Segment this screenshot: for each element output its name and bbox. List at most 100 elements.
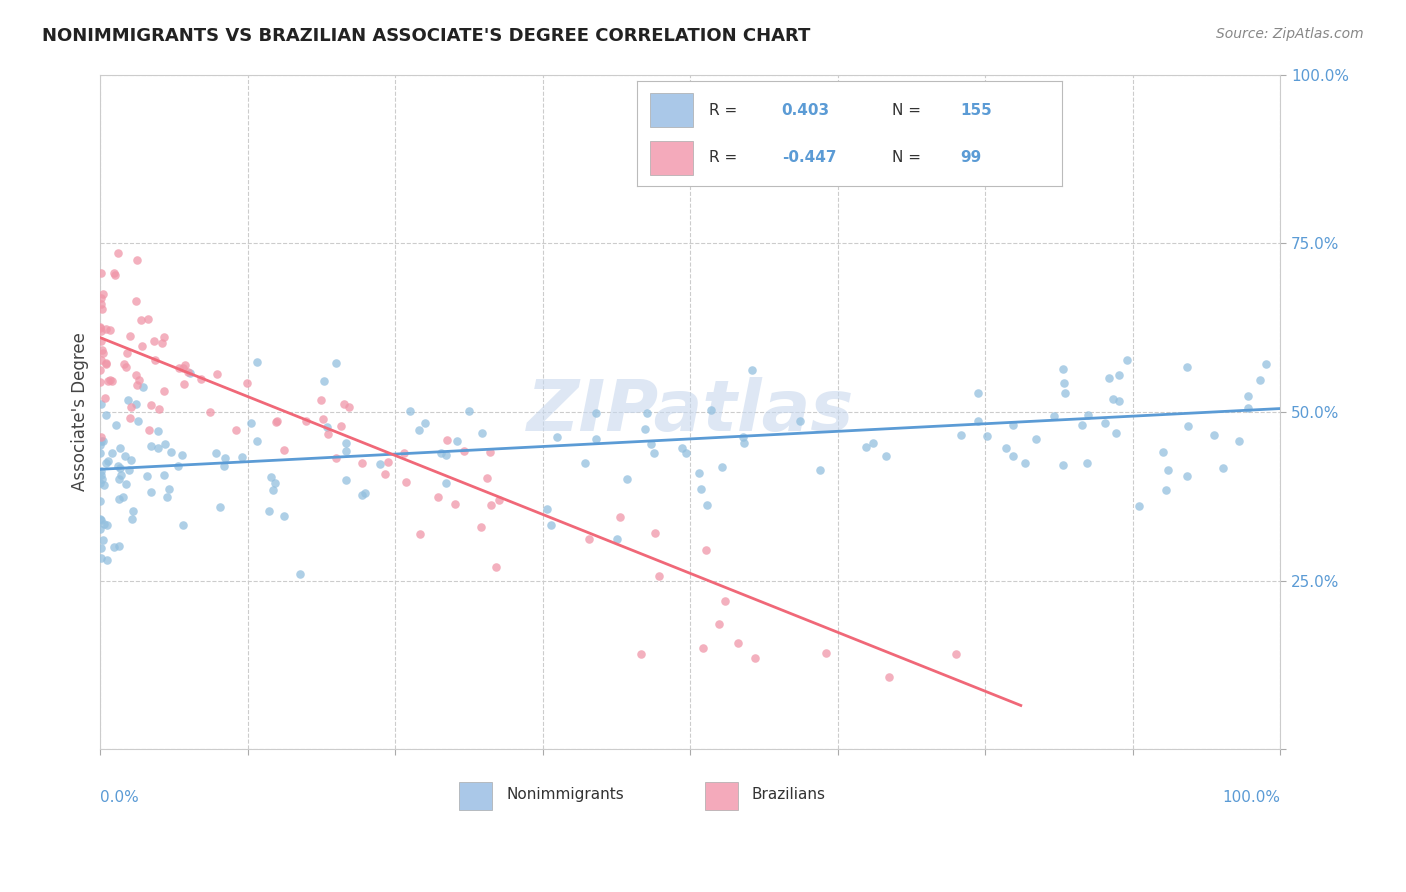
Point bbox=[789, 414, 811, 428]
Point bbox=[141, 398, 163, 412]
Point bbox=[436, 433, 458, 447]
Point bbox=[1071, 418, 1094, 433]
Point bbox=[246, 355, 269, 369]
Point bbox=[127, 377, 149, 392]
Point bbox=[89, 320, 111, 334]
Point bbox=[368, 457, 391, 471]
Point bbox=[966, 414, 988, 428]
Point bbox=[616, 473, 638, 487]
Point bbox=[427, 490, 450, 504]
Point bbox=[671, 441, 693, 455]
Point bbox=[316, 426, 339, 441]
Point bbox=[700, 402, 723, 417]
Point bbox=[354, 485, 377, 500]
Point bbox=[643, 446, 665, 460]
Point bbox=[225, 423, 247, 437]
Point bbox=[695, 542, 717, 557]
Point bbox=[205, 367, 228, 381]
Point bbox=[173, 376, 195, 391]
Point bbox=[1237, 401, 1260, 415]
Point bbox=[1052, 376, 1074, 390]
Point bbox=[142, 334, 165, 348]
Point bbox=[117, 393, 139, 408]
Point bbox=[808, 463, 831, 477]
Point bbox=[155, 490, 177, 504]
Point bbox=[90, 541, 112, 555]
Point bbox=[89, 475, 111, 490]
Point bbox=[1175, 360, 1198, 375]
Point bbox=[108, 460, 131, 475]
Point bbox=[335, 444, 357, 458]
Point bbox=[167, 458, 190, 473]
Point bbox=[103, 541, 125, 555]
Point bbox=[153, 437, 176, 451]
Point bbox=[640, 437, 662, 451]
Point bbox=[950, 428, 973, 442]
Point bbox=[976, 429, 998, 443]
Point bbox=[120, 400, 142, 414]
Point bbox=[89, 320, 111, 334]
Point bbox=[90, 324, 112, 338]
Point bbox=[107, 245, 129, 260]
Point bbox=[231, 450, 253, 465]
Point bbox=[172, 360, 194, 375]
Point bbox=[1116, 352, 1139, 367]
Point bbox=[90, 434, 112, 448]
Point bbox=[150, 336, 173, 351]
Point bbox=[1108, 368, 1130, 382]
Point bbox=[101, 374, 124, 388]
Point bbox=[266, 415, 288, 429]
Point bbox=[177, 365, 200, 379]
Point bbox=[90, 302, 112, 317]
Point bbox=[731, 429, 754, 443]
Point bbox=[90, 292, 112, 306]
Point bbox=[1001, 417, 1024, 432]
Point bbox=[546, 430, 568, 444]
Point bbox=[89, 438, 111, 452]
Text: ZIPatlas: ZIPatlas bbox=[527, 377, 853, 446]
Point bbox=[200, 405, 222, 419]
Point bbox=[263, 476, 285, 491]
Point bbox=[675, 445, 697, 459]
Point bbox=[408, 423, 430, 437]
Point bbox=[744, 651, 766, 665]
Point bbox=[707, 617, 730, 632]
Point bbox=[259, 504, 281, 518]
Point bbox=[98, 373, 121, 387]
Point bbox=[1054, 386, 1077, 401]
Point bbox=[141, 485, 163, 500]
Point bbox=[118, 329, 141, 343]
Point bbox=[1014, 456, 1036, 470]
Point bbox=[1043, 409, 1066, 423]
Point bbox=[314, 374, 336, 388]
Point bbox=[141, 439, 163, 453]
Point bbox=[325, 356, 347, 370]
Point bbox=[1105, 426, 1128, 441]
Point bbox=[392, 445, 415, 459]
Point bbox=[1052, 458, 1074, 472]
Point bbox=[350, 488, 373, 502]
Point bbox=[94, 357, 117, 371]
Point bbox=[1237, 389, 1260, 403]
Point bbox=[114, 449, 136, 463]
Point bbox=[1101, 392, 1123, 407]
Point bbox=[118, 463, 141, 477]
Point bbox=[733, 436, 755, 450]
Point bbox=[689, 482, 711, 496]
Point bbox=[153, 468, 176, 483]
Point bbox=[172, 448, 194, 462]
Point bbox=[146, 442, 169, 456]
Point bbox=[97, 454, 120, 468]
Point bbox=[129, 313, 152, 327]
Point bbox=[1001, 449, 1024, 463]
Point bbox=[475, 470, 498, 484]
Point bbox=[110, 468, 132, 483]
Point bbox=[741, 363, 763, 377]
Point bbox=[578, 532, 600, 546]
Point bbox=[236, 376, 259, 391]
Point bbox=[266, 413, 288, 427]
Point bbox=[89, 446, 111, 460]
Point bbox=[443, 497, 465, 511]
Point bbox=[143, 352, 166, 367]
Point bbox=[90, 334, 112, 348]
